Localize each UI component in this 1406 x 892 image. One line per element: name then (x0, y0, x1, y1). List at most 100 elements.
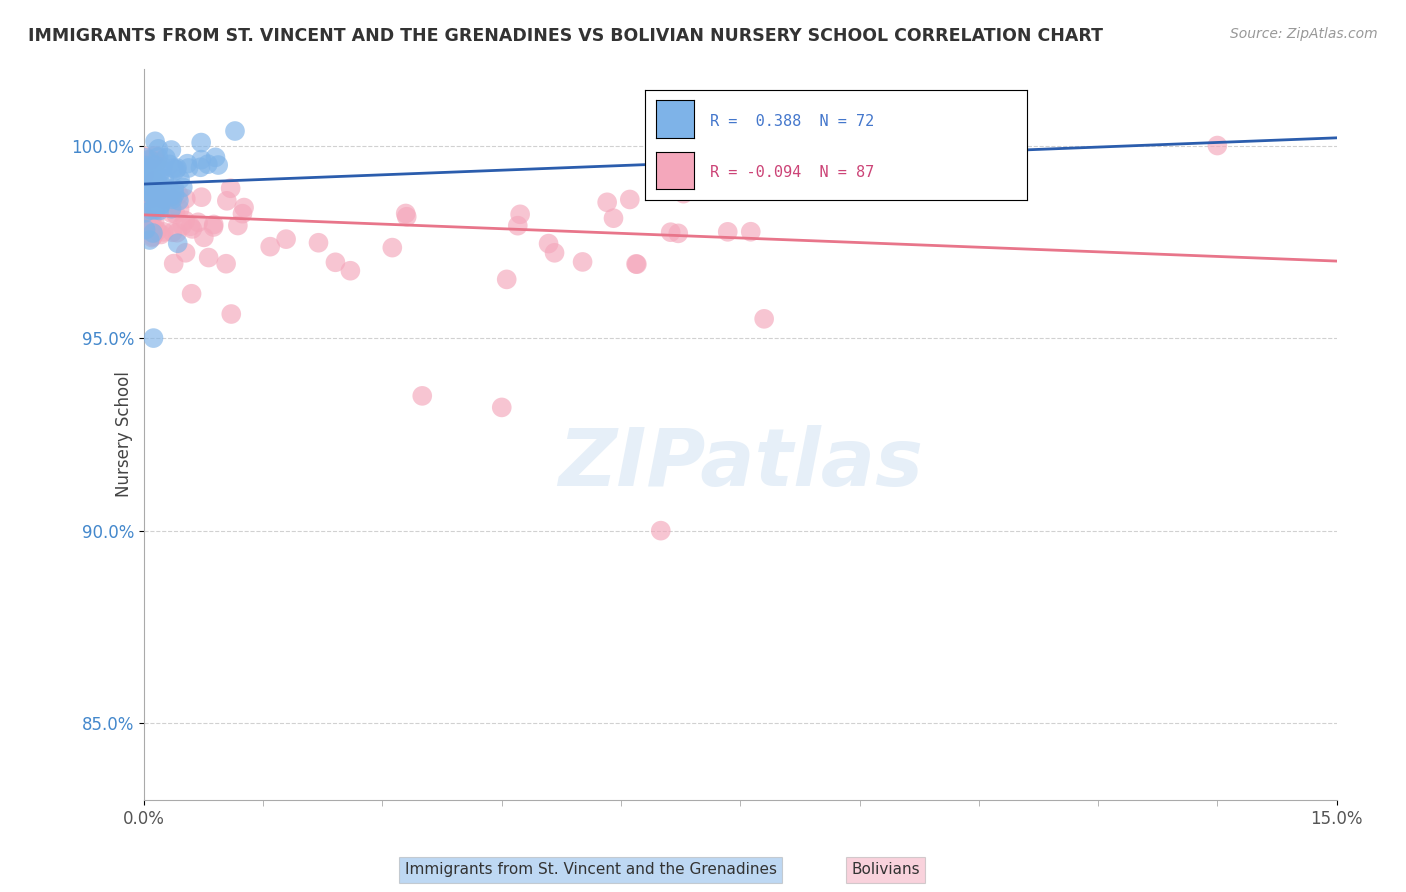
Text: Bolivians: Bolivians (852, 863, 920, 877)
Point (150, 189, 173, 203)
Point (145, 185, 167, 199)
Point (672, 186, 695, 201)
Point (197, 251, 219, 265)
Point (162, 161, 184, 176)
Point (506, 219, 529, 233)
Point (153, 171, 176, 186)
Point (159, 184, 181, 198)
Point (197, 157, 219, 171)
Point (204, 150, 226, 164)
Point (596, 195, 619, 210)
Point (395, 210, 418, 224)
Point (134, 168, 156, 182)
Point (152, 160, 174, 174)
Point (150, 227, 173, 242)
Point (160, 206, 183, 220)
Point (717, 225, 740, 239)
Point (659, 225, 682, 239)
Point (619, 193, 641, 207)
Point (190, 136, 212, 150)
Point (143, 201, 166, 215)
Point (143, 214, 166, 228)
Point (1206, 138, 1229, 153)
Point (666, 227, 689, 241)
Point (160, 190, 183, 204)
Point (166, 161, 188, 175)
Point (145, 180, 167, 194)
Point (190, 161, 212, 175)
Point (165, 162, 187, 177)
Point (231, 207, 253, 221)
Point (624, 257, 647, 271)
Point (172, 219, 194, 233)
Point (143, 149, 166, 163)
Point (174, 245, 197, 260)
Point (135, 175, 157, 189)
Point (142, 189, 165, 203)
Point (141, 189, 163, 203)
Point (543, 245, 565, 260)
Point (134, 171, 156, 186)
Point (135, 212, 157, 227)
Point (215, 257, 238, 271)
Point (162, 225, 184, 239)
Point (141, 203, 163, 218)
Point (215, 194, 238, 208)
Point (155, 185, 177, 199)
Point (166, 226, 188, 240)
Point (162, 192, 184, 206)
Point (602, 211, 624, 226)
Point (134, 212, 156, 227)
Point (395, 206, 418, 220)
Point (740, 225, 762, 239)
Point (160, 202, 183, 216)
Point (135, 161, 157, 175)
Point (141, 153, 163, 168)
Point (146, 224, 169, 238)
Point (134, 210, 156, 224)
Point (143, 134, 166, 148)
Point (143, 167, 166, 181)
Point (202, 218, 225, 232)
Point (174, 192, 197, 206)
Point (135, 178, 157, 192)
Point (138, 166, 160, 180)
Point (626, 257, 648, 271)
Point (138, 153, 160, 167)
Point (149, 198, 172, 212)
Point (224, 124, 246, 138)
Point (135, 222, 157, 236)
Point (143, 200, 166, 214)
Point (152, 178, 174, 193)
Point (148, 203, 170, 218)
Point (135, 150, 157, 164)
Y-axis label: Nursery School: Nursery School (115, 371, 132, 498)
Point (160, 143, 183, 157)
Point (233, 201, 256, 215)
Point (138, 233, 160, 247)
Point (176, 156, 198, 170)
Point (139, 184, 162, 198)
Point (149, 198, 172, 212)
Point (190, 190, 212, 204)
Point (180, 286, 202, 301)
Point (148, 181, 170, 195)
Point (149, 190, 172, 204)
Point (159, 194, 181, 208)
Point (142, 331, 165, 345)
Point (174, 213, 197, 227)
Point (167, 187, 190, 202)
Point (509, 207, 531, 221)
Point (172, 180, 194, 194)
Point (141, 214, 163, 228)
Point (226, 219, 249, 233)
Point (155, 151, 177, 165)
Point (163, 187, 186, 202)
Point (193, 230, 215, 244)
Text: IMMIGRANTS FROM ST. VINCENT AND THE GRENADINES VS BOLIVIAN NURSERY SCHOOL CORREL: IMMIGRANTS FROM ST. VINCENT AND THE GREN… (28, 27, 1104, 45)
Point (180, 219, 202, 234)
Point (325, 255, 347, 269)
Point (152, 225, 174, 239)
Point (141, 190, 163, 204)
Point (143, 158, 166, 172)
